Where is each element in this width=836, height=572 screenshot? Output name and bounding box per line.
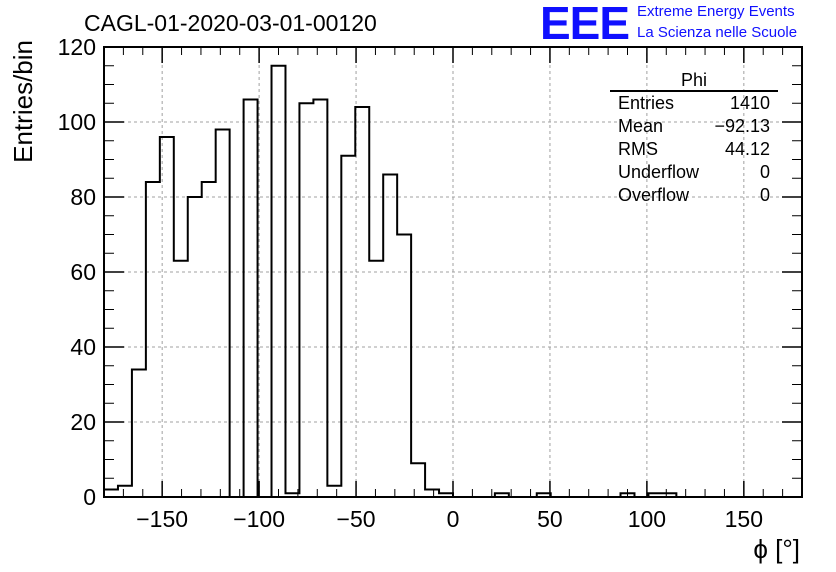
x-tick-label: 150	[725, 506, 763, 532]
y-tick-label: 100	[58, 109, 96, 135]
stats-value: 44.12	[724, 139, 770, 159]
stats-row-rms: RMS 44.12	[610, 138, 778, 161]
logo-line-1: Extreme Energy Events	[637, 3, 795, 20]
stats-value: 1410	[729, 93, 770, 113]
stats-label: Overflow	[618, 185, 690, 205]
axis-ticks	[104, 46, 802, 498]
y-tick-label: 40	[70, 334, 96, 360]
y-tick-label: 120	[58, 34, 96, 60]
x-tick-label: 100	[628, 506, 666, 532]
x-tick-label: 0	[447, 506, 460, 532]
chart-title: CAGL-01-2020-03-01-00120	[84, 10, 377, 36]
stats-row-mean: Mean −92.13	[610, 115, 778, 138]
stats-label: Mean	[618, 116, 664, 136]
stats-row-underflow: Underflow 0	[610, 161, 778, 184]
eee-logo: EEE	[540, 0, 630, 49]
y-tick-label: 80	[70, 184, 96, 210]
y-tick-label: 60	[70, 259, 96, 285]
stats-label: RMS	[618, 139, 658, 159]
x-axis-label: ϕ [°]	[753, 534, 800, 564]
x-tick-label: 50	[537, 506, 563, 532]
stats-label: Entries	[618, 93, 675, 113]
tick-labels: −150 −100 −50 0 50 100 150 0 20 40 60 80 100 120	[58, 34, 763, 532]
stats-value: 0	[759, 185, 770, 205]
x-tick-label: −100	[233, 506, 285, 532]
stats-label: Underflow	[618, 162, 700, 182]
stats-value: −92.13	[714, 116, 770, 136]
logo-line-2: La Scienza nelle Scuole	[637, 24, 798, 41]
x-tick-label: −50	[337, 506, 376, 532]
stats-row-overflow: Overflow 0	[610, 184, 778, 207]
x-tick-label: −150	[136, 506, 188, 532]
y-tick-label: 0	[83, 484, 96, 510]
y-tick-label: 20	[70, 409, 96, 435]
y-axis-label: Entries/bin	[8, 40, 38, 163]
stats-value: 0	[759, 162, 770, 182]
stats-row-entries: Entries 1410	[610, 92, 778, 115]
stats-title: Phi	[610, 70, 778, 92]
stats-box: Phi Entries 1410 Mean −92.13 RMS 44.12 U…	[610, 70, 778, 207]
